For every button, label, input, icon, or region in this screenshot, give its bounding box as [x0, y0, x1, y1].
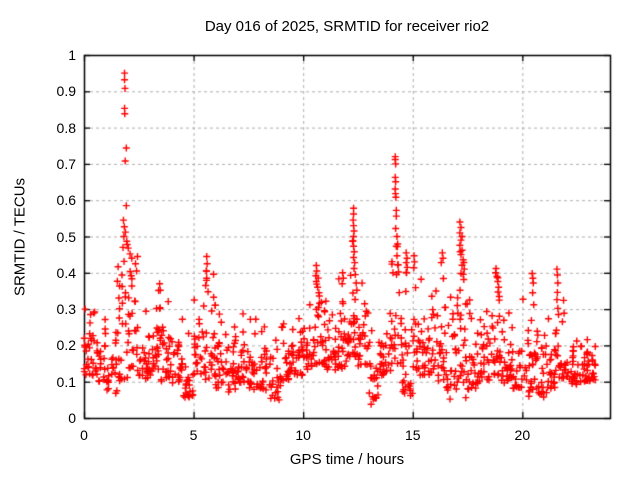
- chart-title: Day 016 of 2025, SRMTID for receiver rio…: [204, 18, 490, 35]
- x-tick-label: 0: [80, 427, 88, 443]
- y-tick-label: 0.2: [56, 337, 76, 354]
- x-tick-label: 5: [189, 427, 198, 443]
- y-tick-label: 0: [68, 410, 76, 426]
- y-tick-label: 0.6: [56, 192, 76, 209]
- y-tick-label: 0.7: [56, 155, 76, 172]
- y-tick-label: 0.4: [56, 264, 76, 281]
- y-tick-label: 0.5: [56, 228, 76, 245]
- x-tick-label: 15: [404, 427, 421, 443]
- y-tick-label: 0.8: [56, 119, 76, 136]
- x-tick-label: 10: [295, 427, 311, 443]
- y-tick-label: 1: [68, 47, 76, 63]
- x-tick-label: 20: [514, 427, 531, 443]
- y-tick-label: 0.3: [56, 301, 76, 318]
- x-axis-label: GPS time / hours: [289, 451, 405, 468]
- y-tick-label: 0.9: [56, 83, 76, 100]
- y-tick-label: 0.1: [56, 373, 76, 390]
